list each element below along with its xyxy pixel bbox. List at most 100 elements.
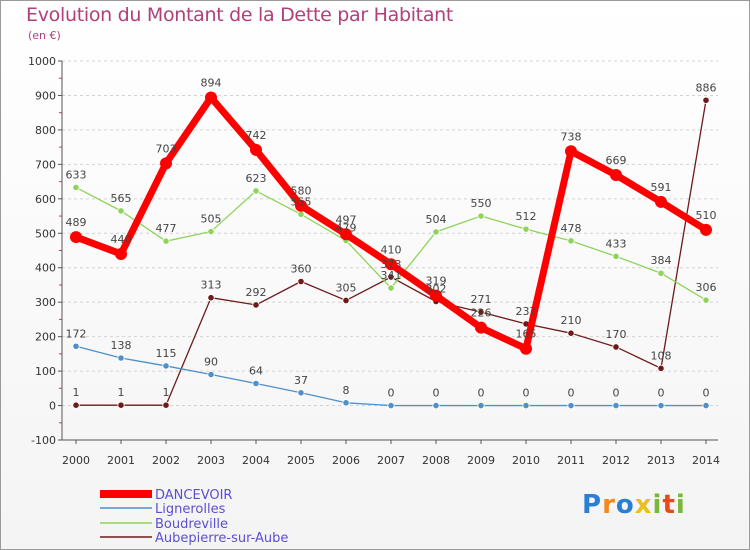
data-point: [610, 169, 622, 182]
logo-letter: i: [675, 490, 686, 520]
data-label: 306: [696, 281, 717, 294]
data-point: [297, 277, 305, 286]
x-tick-label: 2010: [512, 454, 540, 467]
data-point: [477, 401, 485, 410]
data-label: 305: [336, 281, 357, 294]
data-label: 226: [471, 307, 492, 320]
data-label: 108: [651, 349, 672, 362]
data-label: 0: [478, 387, 485, 400]
legend-label: Boudreville: [155, 517, 228, 532]
y-tick-label: 300: [35, 296, 56, 309]
data-label: 341: [381, 269, 402, 282]
x-tick-label: 2002: [152, 454, 180, 467]
data-label: 497: [336, 213, 357, 226]
data-point: [162, 401, 170, 409]
data-point: [72, 401, 80, 409]
data-point: [207, 227, 215, 236]
data-point: [387, 401, 395, 410]
data-label: 373: [381, 258, 402, 271]
data-point: [342, 399, 350, 407]
data-label: 591: [651, 181, 672, 194]
data-label: 271: [471, 293, 492, 306]
data-point: [252, 187, 260, 195]
x-tick-label: 2014: [692, 454, 720, 467]
data-label: 433: [606, 237, 627, 250]
data-point: [475, 321, 487, 334]
data-point: [477, 308, 485, 316]
data-point: [612, 401, 620, 410]
data-label: 505: [201, 213, 222, 226]
data-point: [432, 401, 440, 410]
x-tick-label: 2006: [332, 454, 360, 467]
y-tick-label: 400: [35, 262, 56, 275]
x-tick-label: 2000: [62, 454, 90, 467]
data-point: [657, 364, 665, 372]
data-label: 319: [426, 275, 447, 288]
data-label: 410: [381, 243, 402, 256]
data-label: 210: [561, 314, 582, 327]
data-point: [162, 362, 170, 370]
data-label: 0: [703, 387, 710, 400]
logo-letter: o: [615, 490, 635, 520]
data-point: [117, 207, 125, 215]
data-point: [702, 296, 710, 304]
data-point: [655, 195, 667, 208]
chart-subtitle: (en €): [28, 29, 61, 42]
data-point: [702, 96, 710, 104]
data-label: 64: [249, 364, 263, 377]
data-label: 489: [66, 216, 87, 229]
data-label: 37: [294, 374, 308, 387]
data-point: [160, 157, 172, 170]
data-label: 292: [246, 286, 267, 299]
data-point: [565, 145, 577, 158]
data-label: 478: [561, 222, 582, 235]
y-tick-label: 900: [35, 89, 56, 102]
data-label: 0: [388, 387, 395, 400]
data-point: [387, 284, 395, 292]
data-label: 360: [291, 263, 312, 276]
data-point: [205, 91, 217, 104]
data-point: [297, 389, 305, 397]
data-point: [72, 183, 80, 192]
data-point: [207, 294, 215, 302]
data-point: [162, 237, 170, 245]
data-label: 165: [516, 328, 537, 341]
data-label: 0: [658, 387, 665, 400]
data-label: 886: [696, 81, 717, 94]
data-point: [117, 354, 125, 362]
y-tick-label: 500: [35, 227, 56, 240]
data-point: [385, 258, 397, 271]
data-label: 8: [343, 384, 350, 397]
y-tick-label: 200: [35, 331, 56, 344]
data-label: 302: [426, 282, 447, 295]
chart-title: Evolution du Montant de la Dette par Hab…: [26, 4, 454, 26]
data-label: 565: [111, 192, 132, 205]
logo-letter: x: [634, 490, 653, 520]
data-label: 738: [561, 130, 582, 143]
data-label: 742: [246, 129, 267, 142]
data-label: 384: [651, 254, 672, 267]
data-label: 479: [336, 222, 357, 235]
x-tick-label: 2009: [467, 454, 495, 467]
data-label: 0: [613, 387, 620, 400]
data-point: [700, 223, 712, 236]
data-point: [477, 212, 485, 220]
data-point: [612, 343, 620, 351]
x-tick-label: 2011: [557, 454, 585, 467]
data-point: [657, 269, 665, 277]
data-label: 1: [163, 386, 170, 399]
x-tick-label: 2003: [197, 454, 225, 467]
data-label: 440: [111, 233, 132, 246]
data-label: 0: [568, 387, 575, 400]
data-label: 138: [111, 339, 132, 352]
data-label: 172: [66, 327, 87, 340]
data-point: [522, 225, 530, 233]
data-label: 90: [204, 356, 218, 369]
data-point: [432, 228, 440, 236]
x-tick-label: 2007: [377, 454, 405, 467]
data-label: 313: [201, 279, 222, 292]
data-point: [295, 199, 307, 212]
data-label: 633: [66, 168, 87, 181]
data-label: 0: [523, 387, 530, 400]
